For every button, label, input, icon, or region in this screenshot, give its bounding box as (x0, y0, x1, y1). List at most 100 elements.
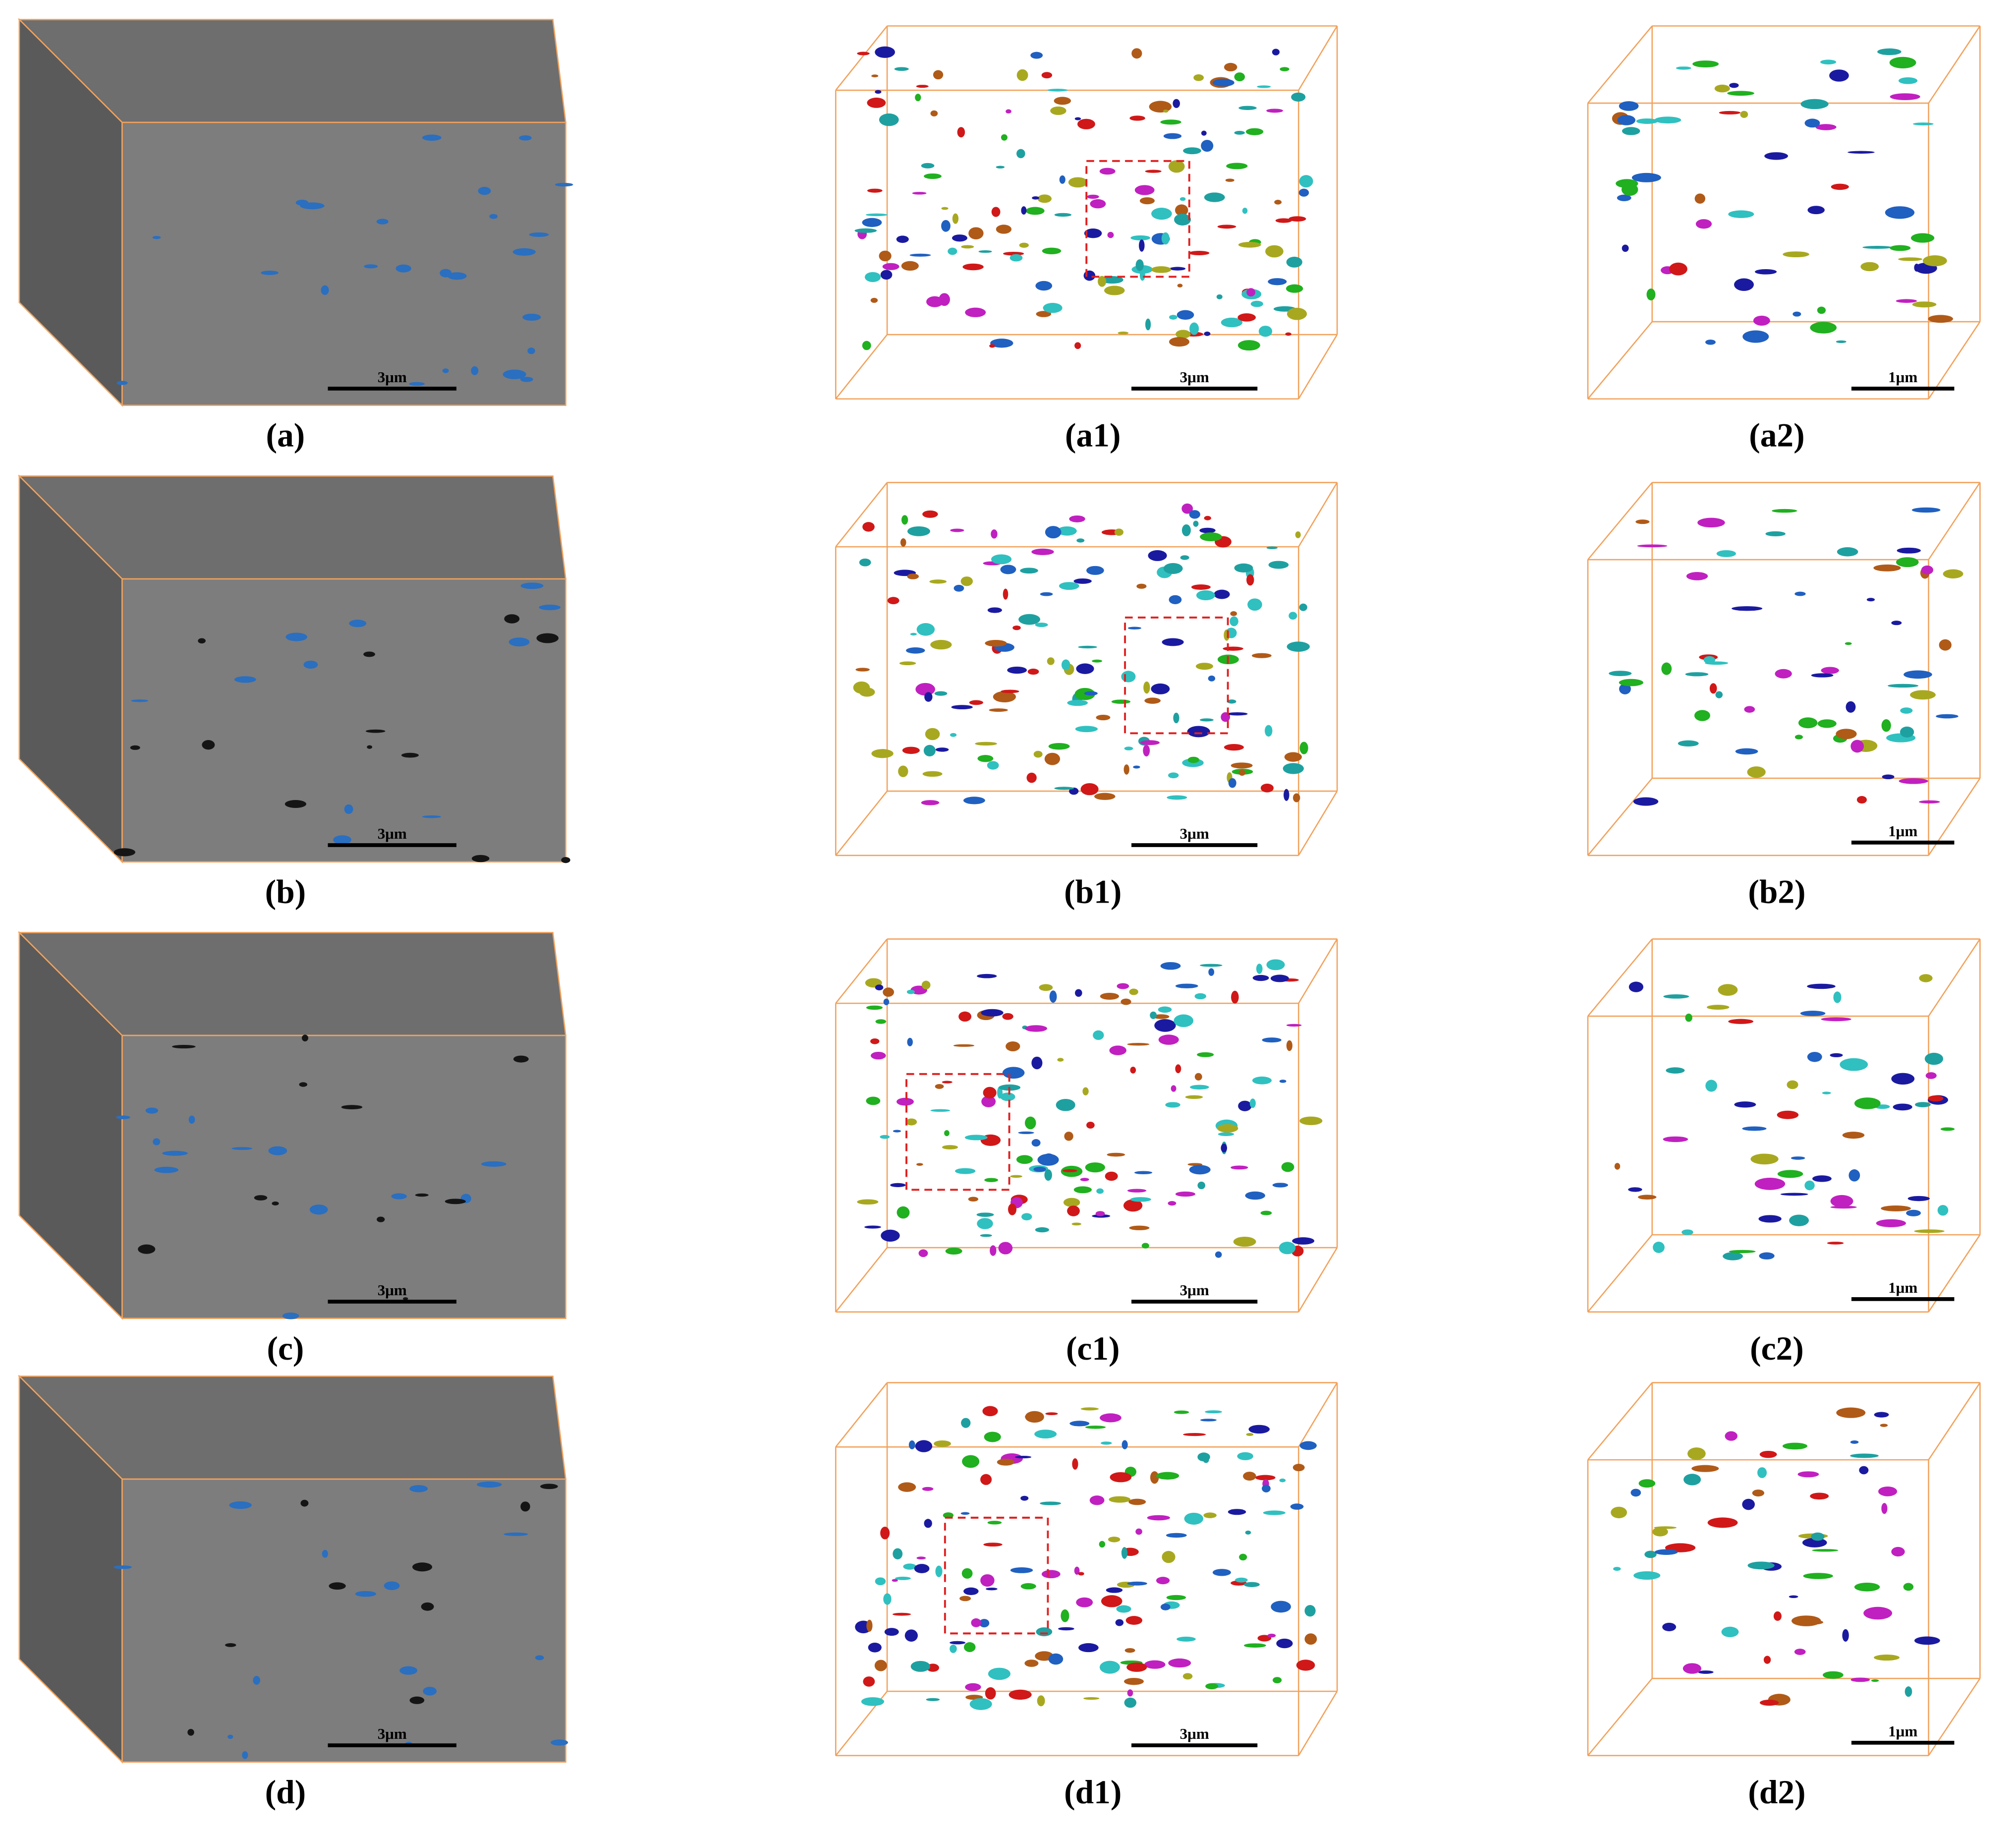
pore-blob (1630, 1489, 1641, 1497)
pore-blob (1619, 101, 1639, 111)
pore (519, 135, 532, 141)
pore-blob (1686, 572, 1708, 580)
pore-blob (1104, 286, 1125, 295)
pore-blob (1161, 232, 1170, 245)
pore-blob (1188, 251, 1210, 255)
pore-blob (1638, 1479, 1656, 1488)
pore-blob (1266, 546, 1278, 549)
pore-blob (1145, 318, 1151, 331)
pore-blob (1139, 197, 1155, 205)
pore-blob (1876, 1219, 1906, 1227)
pore-blob (1275, 218, 1292, 223)
pore-blob (1215, 1251, 1222, 1258)
pore (376, 219, 389, 225)
pore-blob (1783, 251, 1809, 258)
pore-blob (1807, 983, 1836, 989)
pore-blob (1644, 1550, 1657, 1558)
pore-blob (921, 163, 935, 169)
pore-blob (1073, 1186, 1092, 1194)
pore-blob (968, 1197, 979, 1202)
scale-bar-label: 3μm (1180, 825, 1209, 842)
pore-blob (1914, 263, 1919, 272)
pore-blob (1203, 1512, 1217, 1518)
pore-blob (1280, 67, 1289, 71)
pore-blob (1735, 748, 1758, 755)
pore-blob (991, 554, 1012, 565)
pore (229, 1501, 252, 1509)
pore-blob (1025, 1025, 1048, 1032)
pore-blob (1098, 276, 1107, 287)
pore-blob (1225, 178, 1234, 182)
pore-blob (1939, 639, 1952, 651)
pore-blob (1936, 714, 1959, 719)
pore (227, 1734, 233, 1739)
pore-blob (1226, 163, 1248, 170)
pore-blob (1850, 1677, 1870, 1682)
pore-blob (1773, 1611, 1782, 1621)
pore-blob (1646, 288, 1656, 301)
pore-blob (1200, 532, 1222, 541)
pore-blob (1071, 1222, 1081, 1226)
pore-blob (1286, 256, 1302, 268)
pore-blob (1037, 1695, 1045, 1707)
pore-blob (1148, 550, 1167, 561)
pore-blob (1928, 315, 1953, 323)
pore (254, 1195, 268, 1201)
pore-blob (941, 220, 951, 232)
pore-blob (1096, 1188, 1104, 1194)
pore-blob (1151, 683, 1170, 694)
pore-blob (1123, 764, 1129, 775)
pore-blob (1018, 614, 1041, 625)
pore (536, 633, 559, 643)
pore-blob (958, 1011, 972, 1022)
pore-blob (1067, 1205, 1080, 1216)
pore-blob (960, 576, 973, 586)
pore-blob (1682, 1663, 1702, 1674)
pore-blob (998, 1242, 1013, 1255)
pore-blob (1002, 1013, 1013, 1020)
pore-blob (1204, 516, 1211, 520)
pore-blob (1111, 699, 1131, 704)
pore (422, 134, 442, 141)
pore-blob (1009, 254, 1023, 262)
pore-blob (922, 510, 938, 518)
pore (303, 660, 318, 669)
panel: 3μm (a1) (835, 25, 1338, 454)
pore (299, 1082, 308, 1087)
pore-blob (1080, 783, 1099, 796)
pore-blob (1162, 638, 1184, 646)
pore-blob (1059, 582, 1079, 590)
pore-blob (1131, 48, 1142, 59)
pore-blob (915, 1440, 933, 1452)
pore-blob (1076, 1597, 1093, 1607)
pore (489, 214, 498, 219)
pore-blob (934, 1440, 952, 1447)
pore-blob (1163, 133, 1182, 139)
pore-blob (1613, 1567, 1621, 1571)
pore-blob (1151, 266, 1172, 273)
pore-blob (1880, 1424, 1888, 1427)
pore-blob (1787, 1080, 1798, 1089)
pore-blob (1158, 1006, 1172, 1013)
pore-blob (1012, 625, 1021, 630)
pore-blob (987, 607, 1002, 613)
pore-blob (1775, 669, 1792, 679)
pore-blob (1156, 1577, 1170, 1585)
pore-blob (1109, 1496, 1131, 1503)
pore-blob (1035, 281, 1053, 291)
pore-blob (904, 1629, 918, 1642)
pore-blob (867, 97, 886, 108)
pore-blob (1168, 772, 1179, 779)
pore (512, 248, 536, 256)
panel-label: (b2) (1748, 873, 1805, 911)
pore-blob (1281, 1162, 1294, 1172)
pore-blob (1032, 196, 1040, 200)
pore-blob (930, 639, 952, 650)
panel-label: (d1) (1064, 1774, 1121, 1811)
pore-blob (1266, 959, 1285, 971)
pore-blob (988, 1667, 1010, 1680)
pore-blob (875, 90, 882, 94)
pore-blob (1817, 306, 1826, 314)
pore-blob (1006, 109, 1011, 114)
pore-blob (1245, 1530, 1251, 1535)
